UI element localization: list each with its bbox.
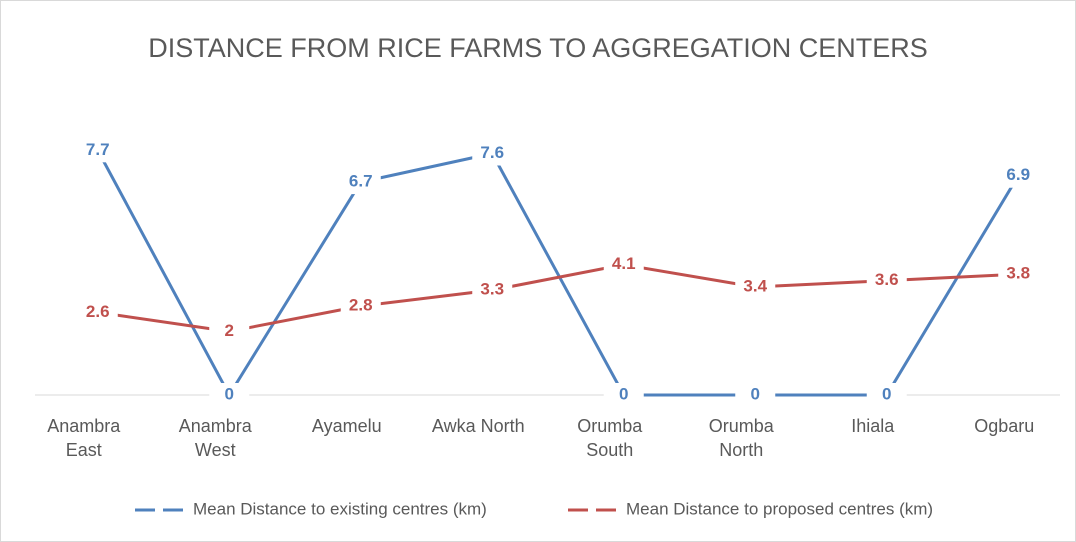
data-label: 0 <box>751 384 760 403</box>
data-label: 2.6 <box>86 302 110 321</box>
label-bg <box>998 163 1039 188</box>
x-tick-label: Anambra West <box>178 416 252 460</box>
data-label: 7.7 <box>86 140 110 159</box>
x-tick-label: Orumba South <box>577 416 643 460</box>
label-bg <box>472 141 513 166</box>
data-label: 2.8 <box>349 296 373 315</box>
label-bg <box>472 278 513 303</box>
label-bg <box>735 274 776 299</box>
data-label: 6.9 <box>1006 165 1030 184</box>
label-bg <box>340 294 381 319</box>
series-line <box>96 149 1020 399</box>
data-label: 0 <box>882 384 891 403</box>
data-label: 3.4 <box>743 276 767 295</box>
data-label: 3.3 <box>480 280 504 299</box>
label-bg <box>209 383 250 407</box>
data-label: 3.8 <box>1006 264 1030 283</box>
label-bg <box>209 319 250 344</box>
legend-label: Mean Distance to existing centres (km) <box>193 499 487 518</box>
label-bg <box>735 383 776 407</box>
x-tick-label: Ayamelu <box>311 416 382 436</box>
label-bg <box>866 383 907 407</box>
label-bg <box>998 262 1039 287</box>
x-tick-label: Anambra East <box>47 416 121 460</box>
label-bg <box>77 138 118 163</box>
data-label: 6.7 <box>349 172 373 191</box>
x-tick-label: Ogbaru <box>974 416 1035 436</box>
data-label: 4.1 <box>612 254 636 273</box>
label-bg <box>340 170 381 195</box>
series-line <box>97 263 1019 333</box>
data-label: 0 <box>619 384 628 403</box>
label-bg <box>866 268 907 293</box>
legend-label: Mean Distance to proposed centres (km) <box>626 499 933 518</box>
x-tick-label: Awka North <box>431 416 525 436</box>
x-tick-label: Orumba North <box>708 416 774 460</box>
data-label: 7.6 <box>480 143 504 162</box>
x-tick-label: Ihiala <box>851 416 895 436</box>
label-bg <box>77 300 118 325</box>
data-label: 3.6 <box>875 270 899 289</box>
label-bg <box>603 252 644 277</box>
data-label: 2 <box>225 321 234 340</box>
label-bg <box>603 383 644 407</box>
chart-title: DISTANCE FROM RICE FARMS TO AGGREGATION … <box>148 33 928 63</box>
data-label: 0 <box>225 384 234 403</box>
